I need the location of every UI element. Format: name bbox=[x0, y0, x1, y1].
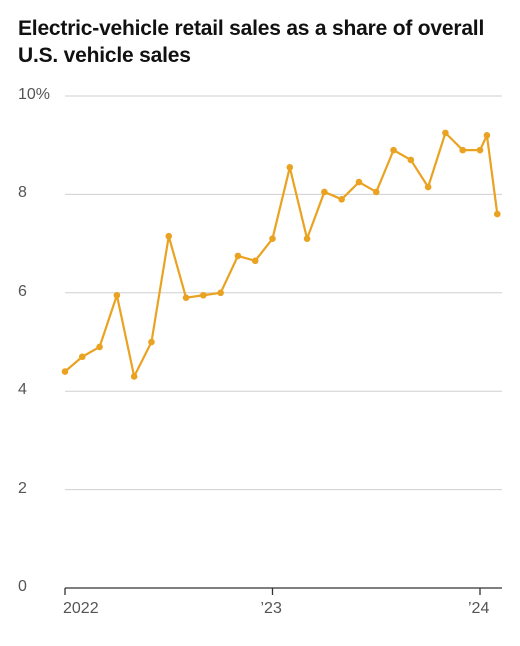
y-tick-label: 6 bbox=[18, 283, 27, 301]
y-tick-label: 2 bbox=[18, 480, 27, 498]
plot-area bbox=[0, 0, 520, 646]
x-tick-label: ’23 bbox=[261, 600, 282, 618]
x-tick-label: ’24 bbox=[468, 600, 489, 618]
y-tick-label: 0 bbox=[18, 578, 27, 596]
y-tick-label: 10% bbox=[18, 86, 50, 104]
chart-figure: Electric-vehicle retail sales as a share… bbox=[0, 0, 520, 646]
x-tick-label: 2022 bbox=[63, 600, 99, 618]
y-tick-label: 4 bbox=[18, 381, 27, 399]
y-tick-label: 8 bbox=[18, 184, 27, 202]
chart-svg bbox=[0, 0, 520, 646]
